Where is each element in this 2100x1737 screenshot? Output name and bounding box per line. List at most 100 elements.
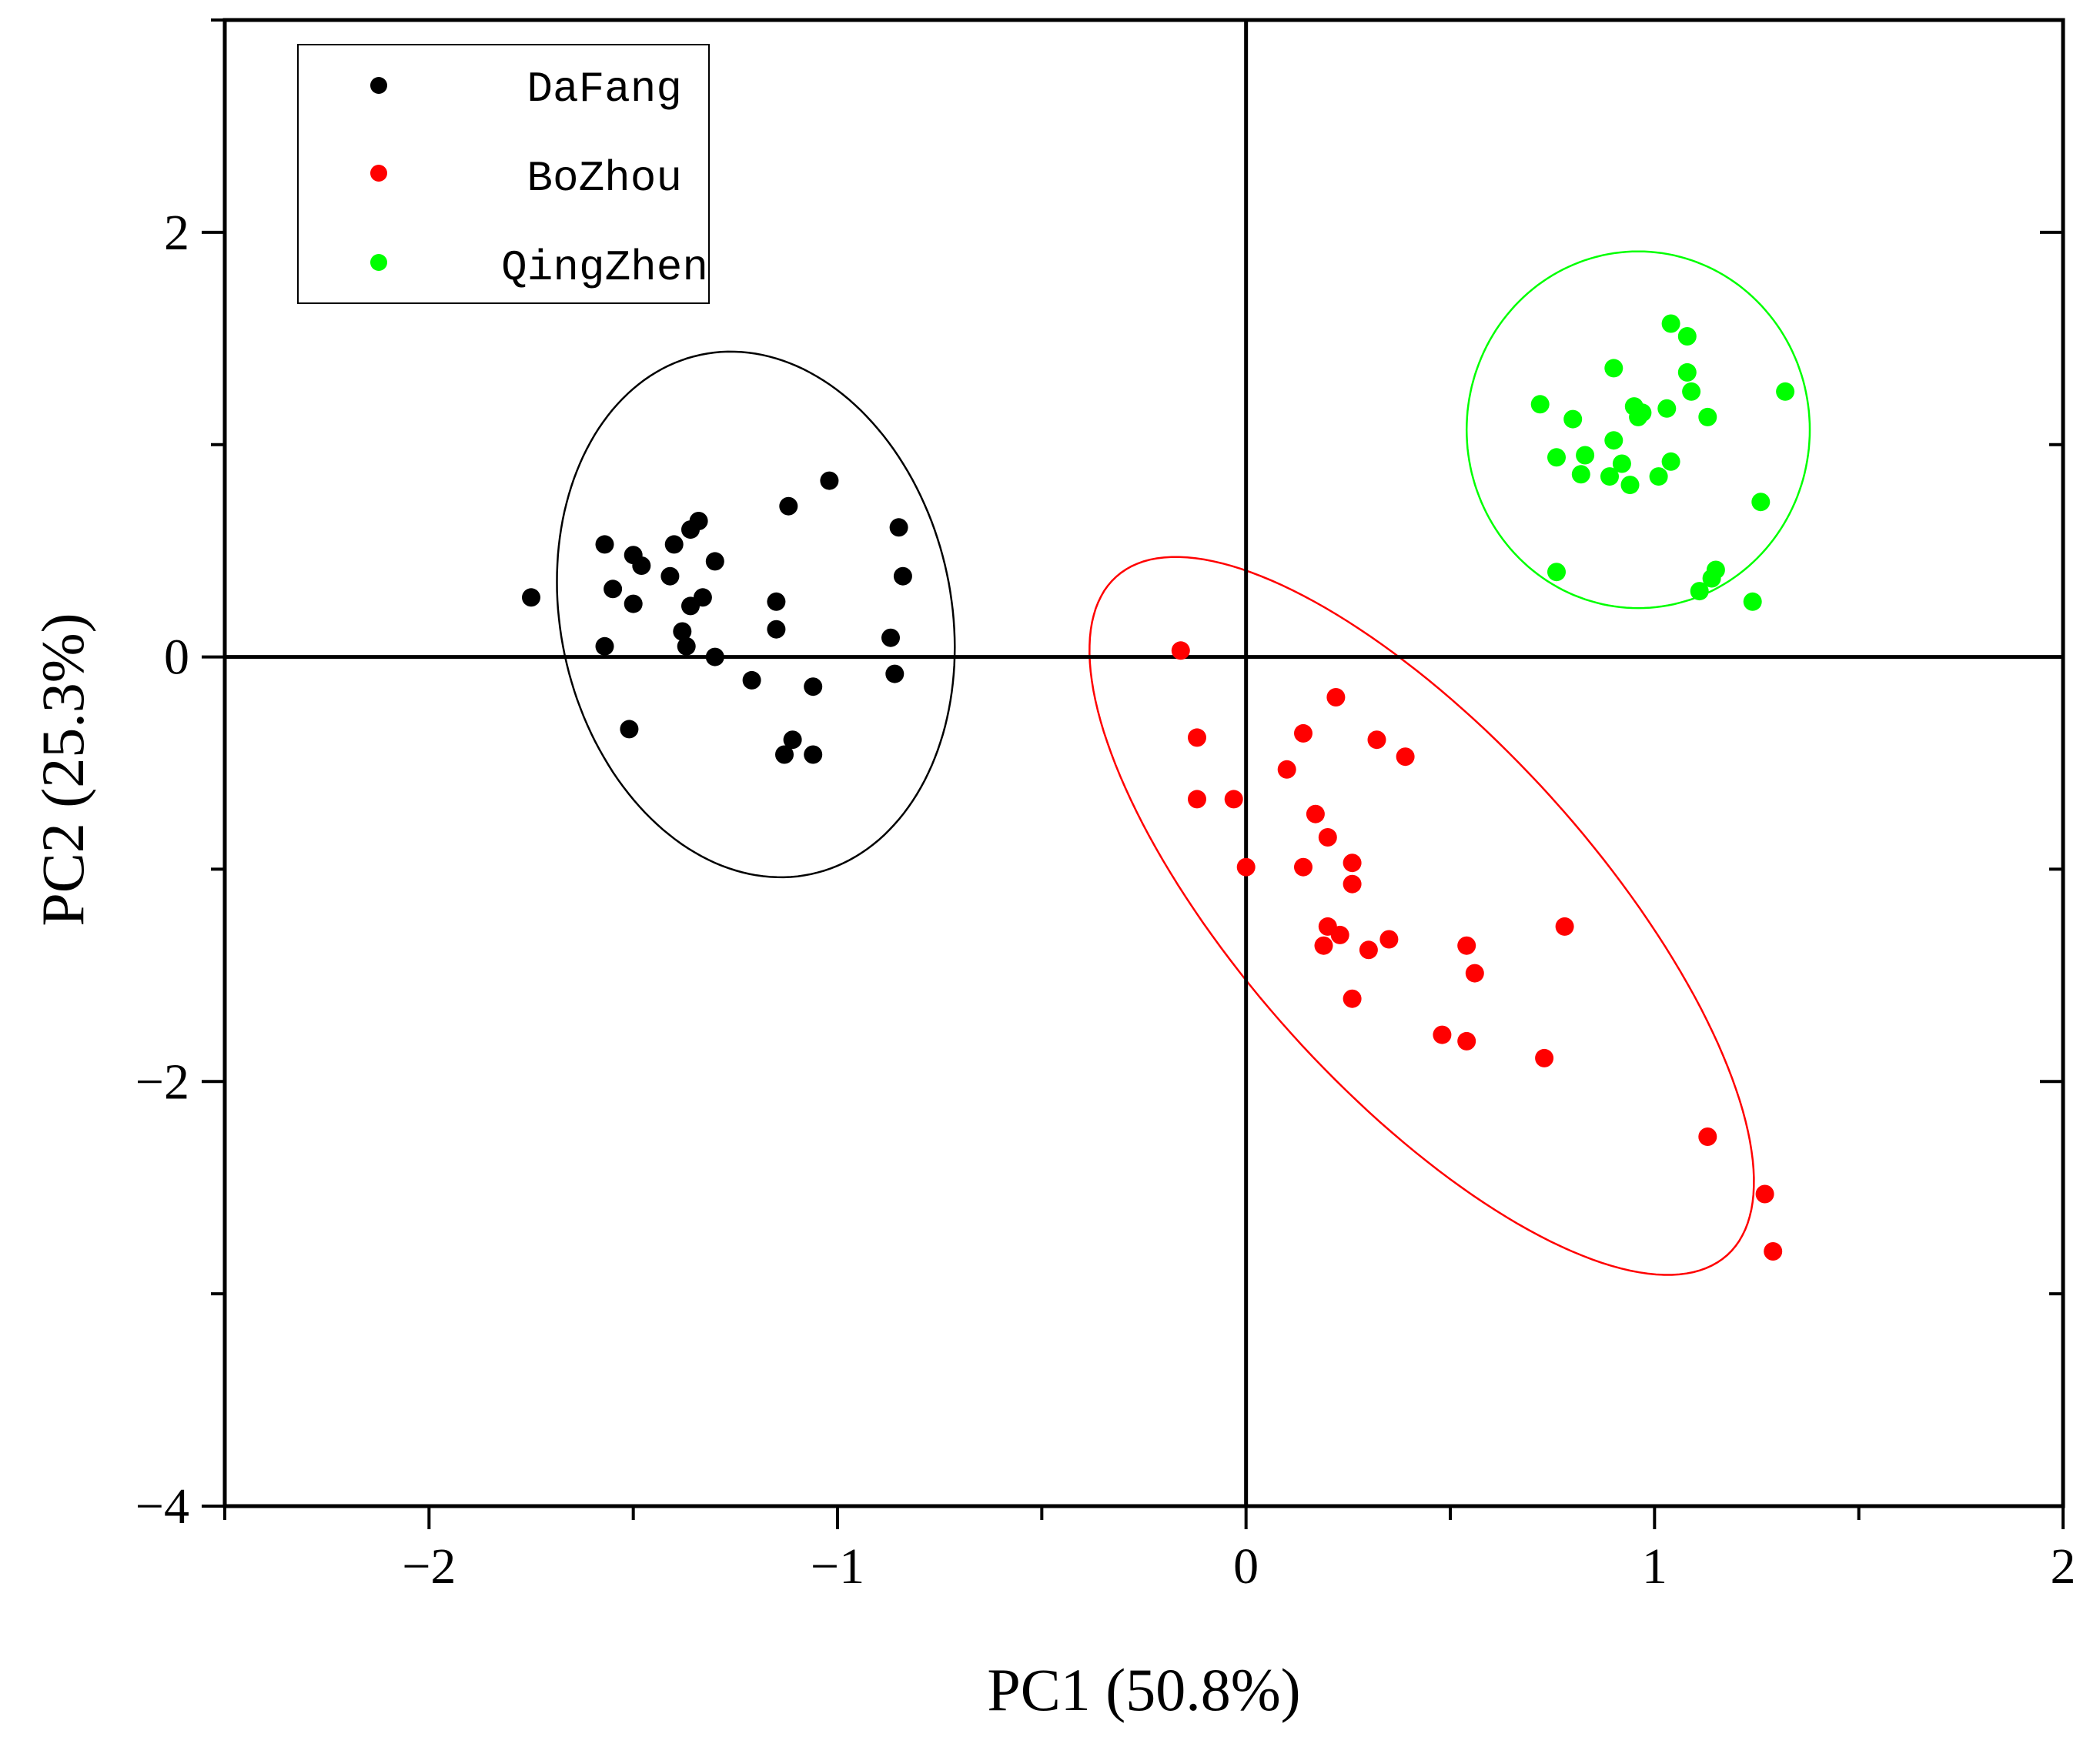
point-qingzhen-3 [1571, 465, 1590, 484]
point-dafang-10 [705, 552, 724, 571]
point-bozhou-27 [1698, 1127, 1717, 1146]
point-qingzhen-14 [1657, 399, 1677, 418]
point-qingzhen-21 [1690, 582, 1709, 601]
point-qingzhen-25 [1751, 493, 1771, 512]
legend-box [297, 44, 710, 304]
point-dafang-30 [804, 745, 823, 764]
point-bozhou-4 [1236, 857, 1256, 877]
point-qingzhen-6 [1604, 431, 1623, 450]
confidence-ellipses [556, 250, 1811, 1276]
point-bozhou-23 [1457, 936, 1476, 955]
point-bozhou-17 [1359, 940, 1378, 960]
point-dafang-29 [775, 745, 794, 764]
point-dafang-28 [783, 730, 802, 750]
point-qingzhen-27 [1547, 563, 1566, 582]
point-qingzhen-2 [1547, 448, 1566, 467]
point-dafang-27 [804, 677, 823, 696]
point-qingzhen-5 [1600, 467, 1619, 486]
point-qingzhen-4 [1576, 446, 1595, 465]
point-dafang-24 [893, 566, 912, 586]
x-tick-label: 1 [1642, 1538, 1667, 1595]
point-bozhou-12 [1343, 874, 1362, 894]
point-bozhou-28 [1755, 1184, 1774, 1204]
legend-marker-bozhou [370, 165, 387, 182]
x-axis-ticks: −2 −1 0 1 2 [223, 1506, 2076, 1595]
point-dafang-18 [742, 670, 761, 690]
legend-label-bozhou: BoZhou [527, 154, 682, 203]
point-bozhou-5 [1277, 760, 1296, 779]
point-qingzhen-15 [1661, 452, 1680, 471]
data-points [522, 314, 1795, 1261]
point-bozhou-10 [1326, 688, 1346, 706]
point-qingzhen-18 [1677, 362, 1697, 382]
point-dafang-9 [689, 512, 708, 530]
point-qingzhen-20 [1698, 407, 1717, 426]
point-qingzhen-1 [1563, 409, 1583, 429]
point-bozhou-20 [1396, 747, 1415, 767]
point-dafang-20 [767, 620, 786, 639]
ellipse-bozhou [1088, 556, 1755, 1276]
point-bozhou-11 [1343, 853, 1362, 873]
legend: DaFang BoZhou QingZhen [297, 44, 710, 304]
reference-lines [225, 20, 2063, 1506]
y-tick-label: 0 [164, 630, 189, 686]
point-dafang-13 [673, 622, 692, 641]
legend-label-qingzhen: QingZhen [501, 243, 708, 292]
point-dafang-22 [820, 471, 839, 490]
point-bozhou-0 [1171, 641, 1190, 660]
point-bozhou-14 [1330, 925, 1349, 944]
x-tick-label: 0 [1233, 1538, 1259, 1595]
y-axis-ticks: −4 −2 0 2 [135, 18, 2063, 1535]
point-bozhou-7 [1294, 857, 1312, 877]
point-bozhou-25 [1535, 1048, 1554, 1067]
point-bozhou-6 [1294, 723, 1312, 743]
point-bozhou-19 [1367, 730, 1386, 750]
x-tick-label: 2 [2051, 1538, 2076, 1595]
y-tick-label: −2 [135, 1054, 189, 1110]
point-bozhou-18 [1379, 930, 1399, 949]
point-dafang-7 [664, 535, 684, 554]
point-bozhou-15 [1314, 936, 1333, 955]
legend-marker-dafang [370, 77, 387, 94]
point-dafang-4 [632, 556, 651, 575]
point-bozhou-9 [1318, 828, 1337, 847]
point-bozhou-29 [1764, 1242, 1783, 1261]
y-tick-label: −4 [135, 1478, 189, 1535]
legend-label-dafang: DaFang [527, 65, 682, 114]
point-qingzhen-7 [1604, 359, 1623, 378]
point-dafang-21 [779, 496, 798, 516]
point-qingzhen-9 [1620, 476, 1640, 495]
point-bozhou-1 [1188, 728, 1206, 747]
point-dafang-14 [677, 636, 696, 656]
x-axis-title: PC1 (50.8%) [987, 1656, 1300, 1723]
point-qingzhen-12 [1633, 403, 1652, 423]
y-tick-label: 2 [164, 205, 189, 261]
x-tick-label: −1 [811, 1538, 864, 1595]
point-bozhou-3 [1224, 790, 1243, 809]
point-dafang-23 [889, 518, 908, 537]
point-dafang-16 [620, 720, 639, 739]
point-dafang-1 [595, 535, 614, 554]
legend-marker-qingzhen [370, 254, 387, 271]
point-qingzhen-23 [1706, 560, 1725, 580]
ellipse-qingzhen [1465, 250, 1811, 610]
point-qingzhen-0 [1530, 395, 1550, 414]
point-dafang-15 [595, 636, 614, 656]
point-dafang-26 [885, 664, 905, 683]
point-dafang-12 [681, 596, 700, 616]
point-qingzhen-8 [1612, 454, 1631, 473]
point-dafang-17 [705, 647, 724, 666]
plot-frame [222, 18, 2065, 1508]
y-axis-title: PC2 (25.3%) [29, 613, 96, 926]
point-qingzhen-13 [1649, 467, 1668, 486]
point-dafang-5 [624, 594, 643, 613]
point-bozhou-16 [1343, 989, 1362, 1008]
x-tick-label: −2 [402, 1538, 456, 1595]
point-dafang-6 [660, 566, 680, 586]
point-bozhou-26 [1555, 917, 1574, 936]
ellipse-dafang [556, 350, 956, 879]
point-qingzhen-19 [1682, 382, 1701, 401]
point-bozhou-8 [1306, 804, 1325, 823]
point-bozhou-24 [1465, 964, 1484, 983]
